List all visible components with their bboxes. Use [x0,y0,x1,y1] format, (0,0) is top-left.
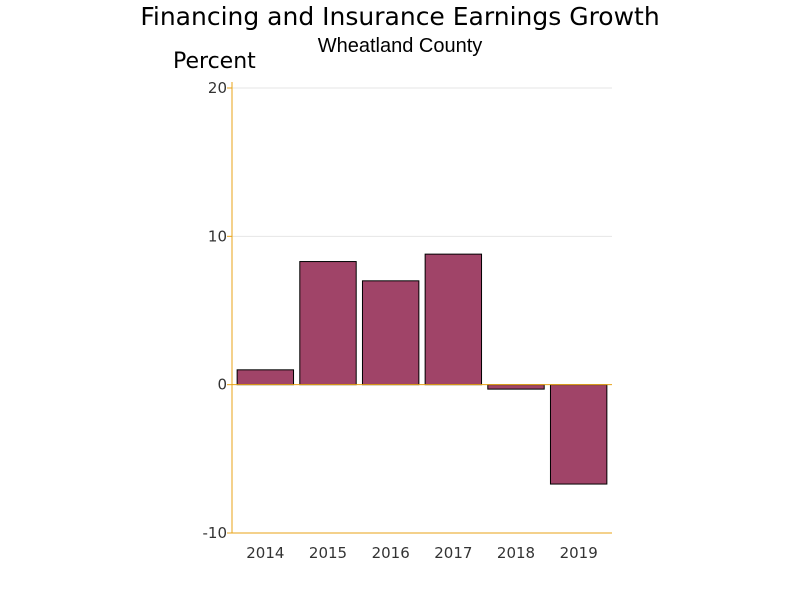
x-tick-label: 2018 [497,544,535,562]
bar-2016 [361,280,420,386]
y-tick-label: 20 [208,79,227,97]
bar-2018 [487,384,545,390]
y-axis-label: Percent [173,49,256,74]
x-tick-label: 2019 [560,544,598,562]
x-tick-label: 2016 [372,544,410,562]
chart-title: Financing and Insurance Earnings Growth [140,2,659,31]
bars-layer [236,253,608,485]
x-tick-label: 2015 [309,544,347,562]
axis-layer [231,82,612,534]
y-tick-label: -10 [203,524,228,542]
bar-2015 [299,261,357,386]
grid-layer [232,87,612,237]
ticks-layer: 2014 2015 2016 2017 2018 2019 -10 0 10 20 [203,79,598,562]
chart-subtitle: Wheatland County [318,35,483,57]
bar-2019 [549,384,608,485]
bar-2017 [424,253,483,386]
y-tick-label: 10 [208,227,227,245]
x-tick-label: 2014 [246,544,284,562]
bar-2014 [236,369,295,386]
x-tick-label: 2017 [434,544,472,562]
y-tick-label: 0 [217,376,227,394]
